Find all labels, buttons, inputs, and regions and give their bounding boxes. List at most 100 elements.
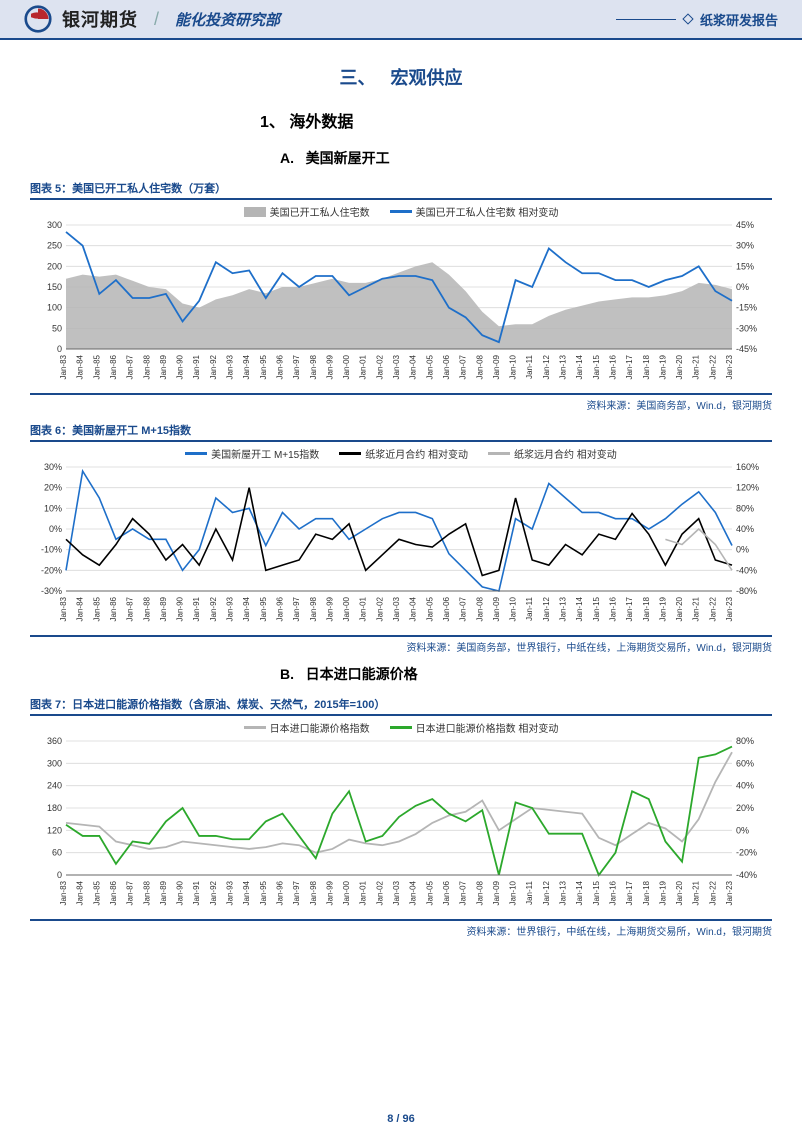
svg-text:Jan-94: Jan-94	[242, 354, 251, 379]
svg-text:Jan-20: Jan-20	[675, 596, 684, 621]
svg-text:30%: 30%	[44, 463, 62, 472]
separator-slash: /	[154, 9, 159, 30]
page-footer: 8 / 96	[0, 1113, 802, 1125]
svg-text:Jan-11: Jan-11	[525, 354, 534, 378]
svg-text:Jan-07: Jan-07	[459, 880, 468, 905]
svg-text:Jan-19: Jan-19	[658, 596, 667, 621]
svg-text:Jan-09: Jan-09	[492, 596, 501, 621]
subsection-title: 1、 海外数据	[260, 108, 772, 132]
chart5-label: 图表 5：美国已开工私人住宅数（万套）	[30, 180, 772, 196]
svg-text:Jan-95: Jan-95	[259, 880, 268, 905]
svg-text:0: 0	[57, 870, 62, 880]
company-name: 银河期货	[62, 6, 138, 32]
svg-text:Jan-98: Jan-98	[309, 880, 318, 905]
svg-text:Jan-11: Jan-11	[525, 880, 534, 904]
svg-text:Jan-84: Jan-84	[76, 596, 85, 621]
svg-text:Jan-84: Jan-84	[76, 880, 85, 905]
svg-text:Jan-83: Jan-83	[59, 354, 68, 379]
svg-text:Jan-98: Jan-98	[309, 354, 318, 379]
svg-text:Jan-95: Jan-95	[259, 596, 268, 621]
chart5-svg: 050100150200250300-45%-30%-15%0%15%30%45…	[30, 221, 772, 391]
svg-text:0%: 0%	[736, 545, 749, 555]
svg-text:Jan-91: Jan-91	[192, 354, 201, 379]
svg-text:Jan-08: Jan-08	[475, 596, 484, 621]
svg-text:Jan-22: Jan-22	[708, 354, 717, 379]
svg-text:Jan-91: Jan-91	[192, 596, 201, 621]
chart7-legend-gray: 日本进口能源价格指数	[244, 720, 370, 735]
svg-text:-45%: -45%	[736, 344, 757, 354]
svg-text:-80%: -80%	[736, 586, 757, 596]
svg-text:Jan-88: Jan-88	[142, 880, 151, 905]
svg-text:Jan-83: Jan-83	[59, 880, 68, 905]
svg-text:Jan-17: Jan-17	[625, 354, 634, 379]
subB-letter: B.	[280, 666, 294, 682]
svg-text:Jan-05: Jan-05	[425, 880, 434, 905]
svg-text:50: 50	[52, 323, 62, 333]
svg-text:Jan-86: Jan-86	[109, 354, 118, 379]
svg-text:Jan-16: Jan-16	[608, 354, 617, 379]
svg-text:360: 360	[47, 737, 62, 746]
svg-text:Jan-05: Jan-05	[425, 596, 434, 621]
svg-text:Jan-90: Jan-90	[176, 880, 185, 905]
header-left: 银河期货 / 能化投资研究部	[24, 5, 280, 33]
svg-text:Jan-02: Jan-02	[375, 880, 384, 905]
subA-title: A. 美国新屋开工	[280, 148, 772, 168]
svg-text:Jan-03: Jan-03	[392, 354, 401, 379]
svg-text:Jan-17: Jan-17	[625, 880, 634, 905]
svg-text:-40%: -40%	[736, 565, 757, 575]
svg-text:0%: 0%	[49, 524, 62, 534]
svg-text:Jan-14: Jan-14	[575, 596, 584, 621]
svg-text:Jan-90: Jan-90	[176, 596, 185, 621]
chart5-legend-line-label: 美国已开工私人住宅数 相对变动	[416, 204, 559, 219]
subA-title-text: 美国新屋开工	[306, 150, 390, 166]
svg-text:Jan-19: Jan-19	[658, 880, 667, 905]
chart7-legend-green-label: 日本进口能源价格指数 相对变动	[416, 720, 559, 735]
svg-text:Jan-08: Jan-08	[475, 880, 484, 905]
svg-text:Jan-18: Jan-18	[642, 880, 651, 905]
svg-text:15%: 15%	[736, 261, 754, 271]
svg-text:Jan-09: Jan-09	[492, 880, 501, 905]
svg-text:Jan-20: Jan-20	[675, 354, 684, 379]
svg-text:Jan-87: Jan-87	[126, 596, 135, 621]
svg-text:0%: 0%	[736, 282, 749, 292]
page-number: 8	[387, 1113, 393, 1125]
svg-text:-30%: -30%	[41, 586, 62, 596]
svg-text:300: 300	[47, 758, 62, 768]
svg-text:Jan-14: Jan-14	[575, 354, 584, 379]
chart6-svg: -30%-20%-10%0%10%20%30%-80%-40%0%40%80%1…	[30, 463, 772, 633]
svg-text:Jan-15: Jan-15	[592, 596, 601, 621]
svg-text:Jan-07: Jan-07	[459, 354, 468, 379]
svg-text:60: 60	[52, 848, 62, 858]
svg-text:Jan-96: Jan-96	[275, 354, 284, 379]
svg-text:20%: 20%	[736, 803, 754, 813]
svg-text:Jan-02: Jan-02	[375, 596, 384, 621]
svg-text:-10%: -10%	[41, 545, 62, 555]
svg-text:Jan-07: Jan-07	[459, 596, 468, 621]
chart6-source: 资料来源：美国商务部，世界银行，中纸在线，上海期货交易所，Win.d，银河期货	[30, 639, 772, 654]
svg-text:Jan-01: Jan-01	[359, 354, 368, 379]
svg-text:Jan-93: Jan-93	[226, 596, 235, 621]
svg-text:Jan-06: Jan-06	[442, 880, 451, 905]
svg-text:Jan-11: Jan-11	[525, 596, 534, 620]
svg-text:Jan-89: Jan-89	[159, 354, 168, 379]
svg-text:Jan-95: Jan-95	[259, 354, 268, 379]
svg-text:250: 250	[47, 241, 62, 251]
svg-text:180: 180	[47, 803, 62, 813]
svg-text:Jan-83: Jan-83	[59, 596, 68, 621]
chart5-legend-area: 美国已开工私人住宅数	[244, 204, 370, 219]
chart6-legend-black-label: 纸浆近月合约 相对变动	[365, 446, 468, 461]
svg-text:Jan-10: Jan-10	[509, 880, 518, 905]
page-total: 96	[403, 1113, 415, 1125]
chart6-legend-gray: 纸浆远月合约 相对变动	[488, 446, 617, 461]
svg-text:Jan-97: Jan-97	[292, 596, 301, 621]
department-name: 能化投资研究部	[175, 9, 280, 30]
chart6-legend-gray-label: 纸浆远月合约 相对变动	[514, 446, 617, 461]
svg-text:Jan-12: Jan-12	[542, 354, 551, 379]
svg-text:80%: 80%	[736, 503, 754, 513]
svg-text:-40%: -40%	[736, 870, 757, 880]
svg-text:40%: 40%	[736, 524, 754, 534]
company-logo-icon	[24, 5, 52, 33]
svg-text:Jan-08: Jan-08	[475, 354, 484, 379]
section-number: 三、	[339, 68, 375, 88]
svg-text:Jan-06: Jan-06	[442, 354, 451, 379]
